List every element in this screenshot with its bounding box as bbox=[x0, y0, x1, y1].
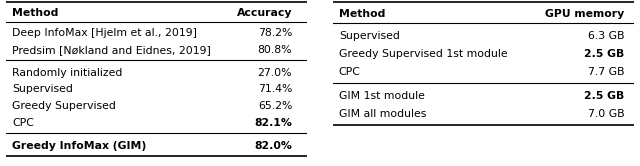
Text: 78.2%: 78.2% bbox=[258, 28, 292, 38]
Text: GIM all modules: GIM all modules bbox=[339, 109, 426, 119]
Text: 80.8%: 80.8% bbox=[258, 45, 292, 55]
Text: Greedy Supervised 1st module: Greedy Supervised 1st module bbox=[339, 49, 508, 59]
Text: 2.5 GB: 2.5 GB bbox=[584, 49, 625, 59]
Text: 82.0%: 82.0% bbox=[254, 141, 292, 151]
Text: 7.7 GB: 7.7 GB bbox=[588, 67, 625, 77]
Text: 7.0 GB: 7.0 GB bbox=[588, 109, 625, 119]
Text: Method: Method bbox=[339, 9, 385, 19]
Text: Method: Method bbox=[12, 8, 59, 18]
Text: Predsim [Nøkland and Eidnes, 2019]: Predsim [Nøkland and Eidnes, 2019] bbox=[12, 45, 211, 55]
Text: 2.5 GB: 2.5 GB bbox=[584, 91, 625, 101]
Text: CPC: CPC bbox=[339, 67, 361, 77]
Text: GPU memory: GPU memory bbox=[545, 9, 625, 19]
Text: Greedy InfoMax (GIM): Greedy InfoMax (GIM) bbox=[12, 141, 147, 151]
Text: 82.1%: 82.1% bbox=[254, 118, 292, 128]
Text: Supervised: Supervised bbox=[339, 31, 400, 41]
Text: Greedy Supervised: Greedy Supervised bbox=[12, 101, 116, 111]
Text: 27.0%: 27.0% bbox=[258, 68, 292, 78]
Text: 6.3 GB: 6.3 GB bbox=[588, 31, 625, 41]
Text: Deep InfoMax [Hjelm et al., 2019]: Deep InfoMax [Hjelm et al., 2019] bbox=[12, 28, 197, 38]
Text: Supervised: Supervised bbox=[12, 84, 74, 94]
Text: Randomly initialized: Randomly initialized bbox=[12, 68, 123, 78]
Text: 65.2%: 65.2% bbox=[258, 101, 292, 111]
Text: CPC: CPC bbox=[12, 118, 35, 128]
Text: GIM 1st module: GIM 1st module bbox=[339, 91, 425, 101]
Text: Accuracy: Accuracy bbox=[237, 8, 292, 18]
Text: 71.4%: 71.4% bbox=[258, 84, 292, 94]
